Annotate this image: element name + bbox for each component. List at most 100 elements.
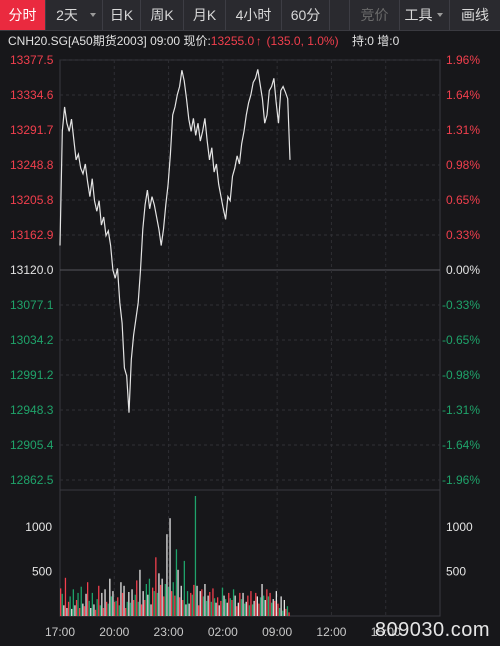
volume-bar — [183, 560, 185, 616]
chart-grid — [59, 59, 441, 617]
volume-bar — [204, 584, 206, 616]
volume-bar — [247, 595, 249, 616]
price-axis-label: 13034.2 — [10, 333, 54, 347]
volume-bar — [232, 589, 235, 616]
volume-bar — [171, 591, 173, 616]
volume-bar — [226, 602, 228, 616]
volume-bar — [258, 603, 260, 616]
volume-bar — [113, 601, 116, 616]
tab-intraday[interactable]: 分时 — [0, 0, 46, 30]
volume-bar — [274, 600, 276, 616]
volume-axis-label: 1000 — [446, 520, 473, 534]
volume-bar — [102, 608, 105, 616]
volume-bar — [121, 592, 124, 616]
percent-axis-label: 0.33% — [446, 228, 480, 242]
volume-bar — [213, 598, 216, 616]
volume-bar — [60, 588, 62, 616]
percent-axis-label: -0.65% — [442, 333, 480, 347]
symbol-label: CNH20.SG[A50期货2003] — [8, 34, 147, 48]
tab-2day[interactable]: 2天 — [46, 0, 103, 30]
volume-bar — [87, 582, 89, 616]
volume-bar — [131, 589, 133, 616]
volume-bar — [261, 584, 263, 616]
volume-bar — [277, 603, 279, 616]
volume-bar — [271, 602, 273, 616]
tools-dropdown[interactable]: 工具 — [400, 0, 450, 30]
volume-bar — [267, 596, 270, 616]
volume-bar — [174, 595, 176, 616]
volume-bar — [66, 608, 68, 616]
volume-bar — [159, 584, 162, 616]
volume-bar — [205, 600, 208, 616]
volume-bar — [161, 578, 163, 616]
volume-axis-label: 500 — [32, 565, 52, 579]
tab-60min[interactable]: 60分 — [282, 0, 330, 30]
quote-info-bar: CNH20.SG[A50期货2003] 09:00 现价:13255.0 ↑ (1… — [8, 33, 399, 49]
volume-bar — [264, 600, 266, 616]
volume-bar — [148, 578, 151, 616]
tab-2day-label: 2天 — [56, 7, 78, 23]
volume-bar — [142, 591, 144, 616]
time-axis: 17:00 20:00 23:00 02:00 09:00 12:00 15:00 — [45, 625, 401, 639]
volume-bar — [275, 591, 277, 616]
volume-bar — [177, 569, 179, 616]
tab-draw-line[interactable]: 画线 — [450, 0, 500, 30]
tab-daily-k[interactable]: 日K — [103, 0, 141, 30]
volume-bar — [139, 569, 141, 616]
tab-4hour[interactable]: 4小时 — [226, 0, 282, 30]
volume-bar — [155, 557, 157, 616]
volume-bar — [115, 600, 117, 616]
volume-bar — [175, 549, 178, 616]
volume-bar — [199, 591, 201, 616]
timeframe-tabbar: 分时 2天 日K 周K 月K 4小时 60分 竞价 工具 画线 — [0, 0, 500, 31]
tab-auction[interactable]: 竞价 — [350, 0, 400, 30]
price-change-value: 135.0 — [270, 34, 301, 48]
volume-bar — [248, 605, 251, 616]
volume-bar — [179, 597, 181, 616]
volume-bar — [90, 608, 92, 616]
volume-bar — [125, 608, 127, 616]
chevron-down-icon — [90, 13, 96, 17]
volume-bar — [82, 603, 84, 616]
time-axis-label: 23:00 — [154, 625, 184, 639]
price-change-percent: 1.0 — [307, 34, 324, 48]
volume-bar — [237, 602, 239, 616]
price-axis-label: 13120.0 — [10, 263, 54, 277]
volume-bar — [259, 597, 262, 616]
volume-bar — [231, 600, 233, 616]
volume-bar — [217, 597, 219, 616]
volume-bar — [98, 585, 100, 616]
price-axis: 13377.5 13334.6 13291.7 13248.8 13205.8 13162… — [10, 53, 54, 487]
time-axis-label: 15:00 — [371, 625, 401, 639]
volume-bar — [91, 592, 93, 616]
time-axis-label: 20:00 — [99, 625, 129, 639]
volume-bar — [283, 600, 285, 616]
volume-bar — [153, 591, 155, 616]
price-line — [59, 69, 291, 413]
tab-monthly-k[interactable]: 月K — [184, 0, 226, 30]
volume-bar — [75, 600, 78, 616]
volume-bar — [83, 606, 86, 616]
volume-bar — [239, 592, 241, 616]
percent-axis-label: 0.65% — [446, 193, 480, 207]
percent-axis-label: 0.98% — [446, 158, 480, 172]
price-axis-label: 12948.3 — [10, 403, 54, 417]
volume-bar — [215, 602, 217, 616]
tab-4hour-label: 4小时 — [235, 7, 272, 23]
volume-bar — [145, 584, 147, 616]
volume-bar — [85, 593, 87, 616]
volume-bar — [245, 601, 247, 616]
tab-draw-line-label: 画线 — [461, 7, 489, 23]
volume-bar — [190, 592, 192, 616]
volume-bar — [251, 604, 254, 616]
volume-bar — [133, 600, 135, 616]
volume-bar — [94, 609, 97, 616]
volume-bar — [118, 605, 120, 616]
volume-bar — [126, 601, 128, 616]
volume-bar — [240, 599, 243, 616]
tab-weekly-k[interactable]: 周K — [141, 0, 184, 30]
volume-bar — [88, 600, 90, 616]
volume-bar — [250, 591, 252, 616]
tab-weekly-k-label: 周K — [150, 7, 174, 23]
volume-bar — [182, 600, 184, 616]
